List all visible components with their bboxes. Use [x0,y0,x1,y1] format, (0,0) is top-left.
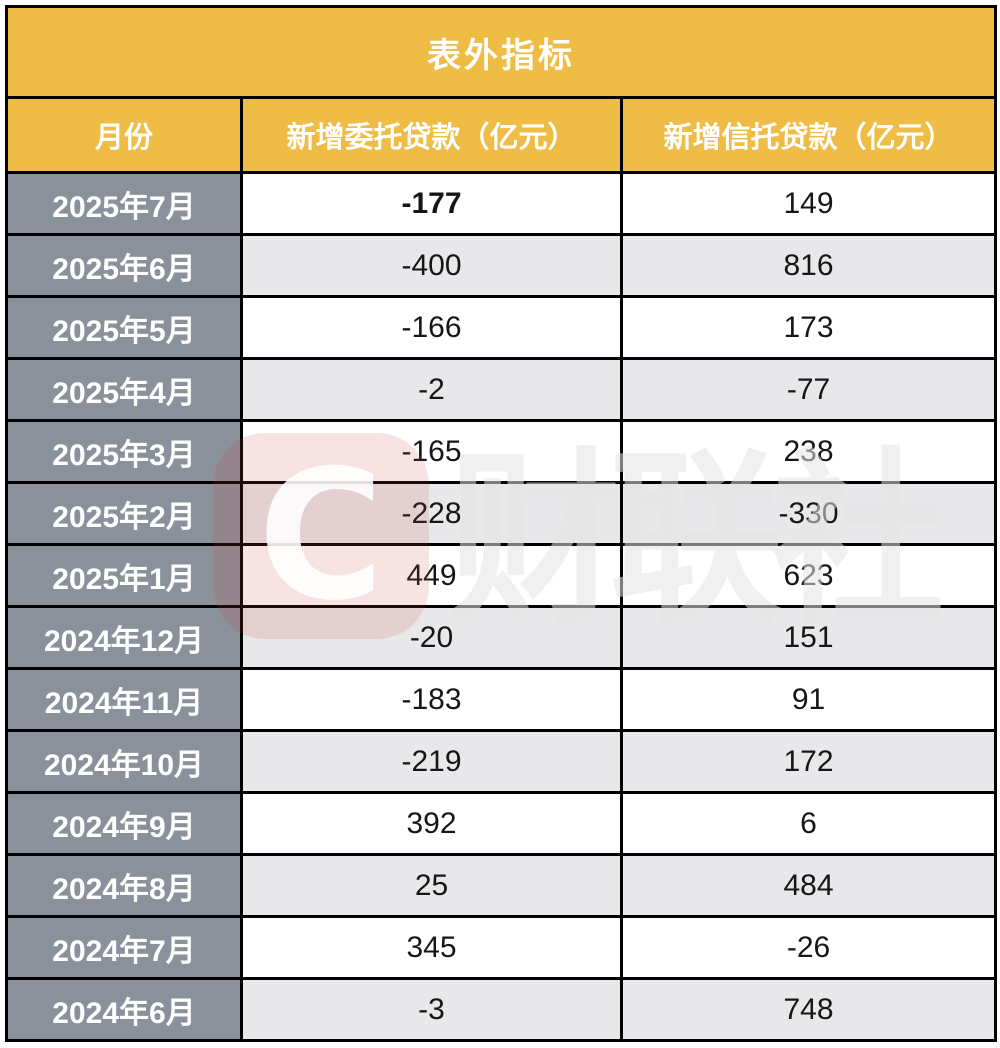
month-cell: 2025年4月 [5,357,243,422]
month-cell: 2025年1月 [5,543,243,608]
entrusted-loans-value: -2 [240,357,623,422]
trust-loans-value: -77 [619,357,998,422]
table-row: 2025年6月 -400 816 [5,233,998,298]
trust-loans-value: 238 [619,419,998,484]
table-body: 2025年7月 -177 149 2025年6月 -400 816 2025年5月 -166 1… [5,171,998,1042]
trust-loans-value: -330 [619,481,998,546]
table-row: 2024年11月 -183 91 [5,667,998,732]
column-header-row: 月份 新增委托贷款（亿元） 新增信托贷款（亿元） [5,96,998,174]
table-title: 表外指标 [4,5,998,99]
trust-loans-value: 151 [619,605,998,670]
month-cell: 2024年6月 [5,977,243,1042]
table-row: 2025年2月 -228 -330 [5,481,998,546]
trust-loans-value: 91 [619,667,998,732]
entrusted-loans-value: -400 [240,233,623,298]
month-cell: 2024年11月 [5,667,243,732]
trust-loans-value: 484 [619,853,998,918]
trust-loans-value: -26 [619,915,998,980]
table-row: 2025年5月 -166 173 [5,295,998,360]
month-cell: 2024年10月 [5,729,243,794]
trust-loans-value: 149 [619,171,998,236]
table-row: 2024年10月 -219 172 [5,729,998,794]
entrusted-loans-value: -228 [240,481,623,546]
col-header-entrusted-loans: 新增委托贷款（亿元） [240,96,623,174]
table-row: 2024年8月 25 484 [5,853,998,918]
title-row: 表外指标 [4,5,998,99]
table-row: 2025年1月 449 623 [5,543,998,608]
table-row: 2025年4月 -2 -77 [5,357,998,422]
month-cell: 2025年6月 [5,233,243,298]
entrusted-loans-value: 449 [240,543,623,608]
entrusted-loans-value: -3 [240,977,623,1042]
trust-loans-value: 623 [619,543,998,608]
col-header-trust-loans: 新增信托贷款（亿元） [619,96,998,174]
trust-loans-value: 816 [619,233,998,298]
month-cell: 2024年7月 [5,915,243,980]
entrusted-loans-value: -219 [240,729,623,794]
entrusted-loans-value: 392 [240,791,623,856]
month-cell: 2025年3月 [5,419,243,484]
month-cell: 2025年5月 [5,295,243,360]
month-cell: 2024年9月 [5,791,243,856]
month-cell: 2025年2月 [5,481,243,546]
entrusted-loans-value: 345 [240,915,623,980]
col-header-month: 月份 [5,96,243,174]
off-balance-indicators-table: 表外指标 月份 新增委托贷款（亿元） 新增信托贷款（亿元） 2025年7月 -17… [4,5,998,1042]
entrusted-loans-value: -177 [240,171,623,236]
month-cell: 2025年7月 [5,171,243,236]
entrusted-loans-value: -165 [240,419,623,484]
trust-loans-value: 172 [619,729,998,794]
table-row: 2025年3月 -165 238 [5,419,998,484]
table-row: 2024年7月 345 -26 [5,915,998,980]
table-row: 2024年12月 -20 151 [5,605,998,670]
month-cell: 2024年12月 [5,605,243,670]
trust-loans-value: 6 [619,791,998,856]
table-row: 2024年6月 -3 748 [5,977,998,1042]
entrusted-loans-value: -183 [240,667,623,732]
entrusted-loans-value: 25 [240,853,623,918]
entrusted-loans-value: -20 [240,605,623,670]
entrusted-loans-value: -166 [240,295,623,360]
table-row: 2024年9月 392 6 [5,791,998,856]
trust-loans-value: 173 [619,295,998,360]
trust-loans-value: 748 [619,977,998,1042]
table-head: 表外指标 月份 新增委托贷款（亿元） 新增信托贷款（亿元） [4,5,998,174]
month-cell: 2024年8月 [5,853,243,918]
table-row: 2025年7月 -177 149 [5,171,998,236]
